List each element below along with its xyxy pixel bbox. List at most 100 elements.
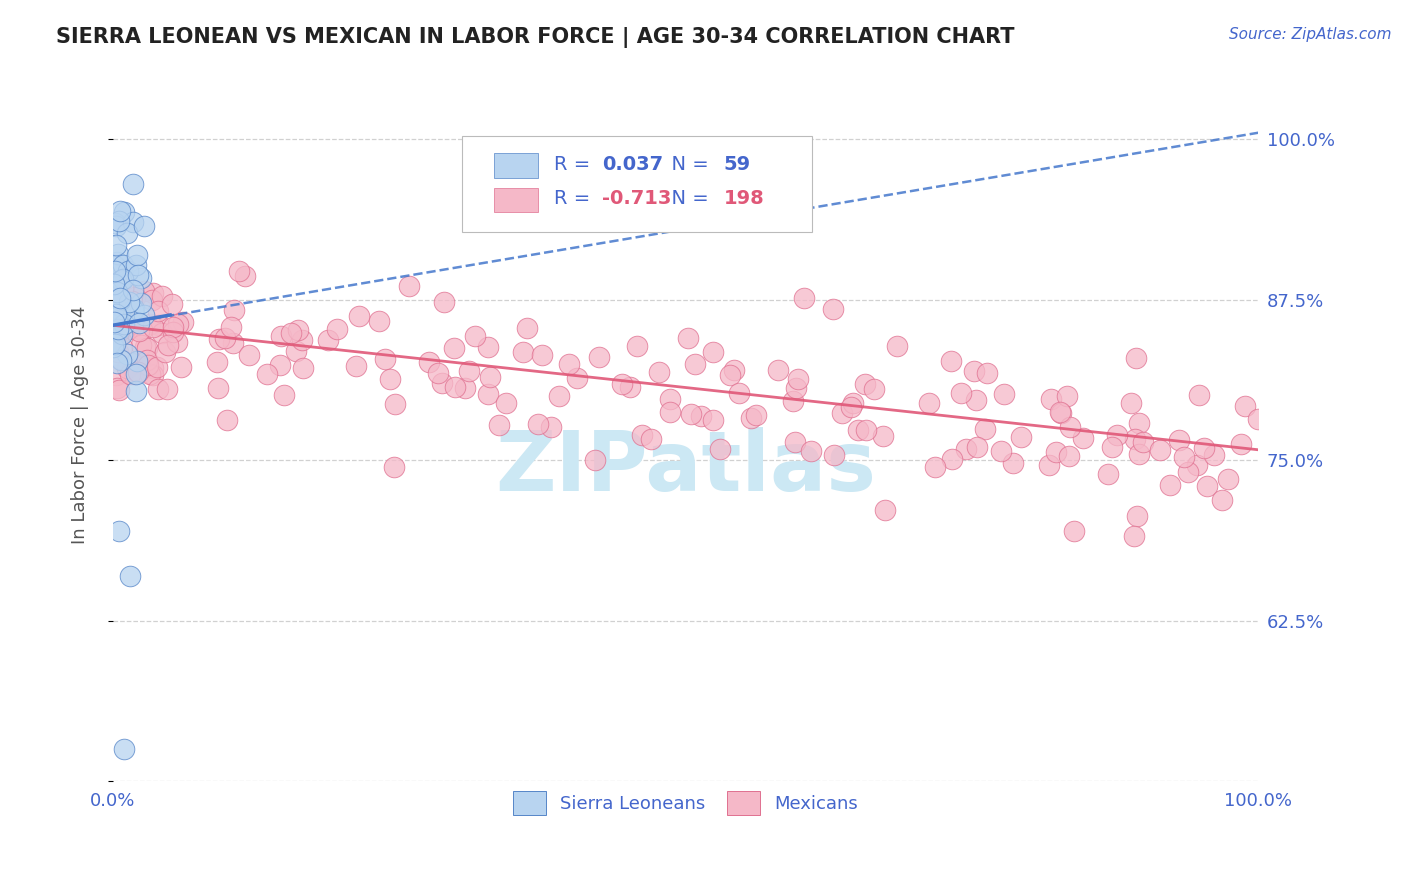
Point: [745, 409, 768, 423]
Point: [112, 317, 135, 331]
Point: [1057, 449, 1080, 463]
Point: [1038, 458, 1060, 473]
Point: [384, 397, 406, 411]
Point: [842, 396, 865, 410]
Point: [1125, 351, 1147, 365]
Point: [128, 324, 150, 338]
Point: [208, 332, 231, 346]
Text: N =: N =: [659, 155, 716, 174]
FancyBboxPatch shape: [495, 187, 538, 211]
Point: [853, 377, 876, 392]
Point: [104, 337, 127, 351]
Point: [108, 204, 131, 219]
Text: 198: 198: [724, 189, 765, 209]
Point: [269, 358, 291, 372]
Point: [124, 384, 146, 398]
Point: [238, 348, 260, 362]
Point: [222, 336, 245, 351]
Point: [785, 381, 807, 395]
Point: [718, 368, 741, 382]
Point: [800, 443, 823, 458]
Point: [433, 294, 456, 309]
Point: [418, 355, 440, 369]
Point: [588, 350, 610, 364]
Point: [640, 432, 662, 446]
Point: [111, 281, 134, 295]
Point: [117, 226, 139, 240]
Point: [454, 381, 477, 395]
Point: [477, 340, 499, 354]
Point: [112, 258, 135, 272]
Point: [723, 363, 745, 377]
Point: [839, 401, 862, 415]
Point: [1197, 479, 1219, 493]
Point: [136, 353, 159, 368]
Point: [124, 258, 146, 272]
Point: [702, 413, 724, 427]
Point: [1216, 472, 1239, 486]
Point: [110, 308, 132, 322]
Point: [105, 219, 128, 233]
Point: [110, 273, 132, 287]
Point: [1071, 431, 1094, 445]
Point: [565, 371, 588, 385]
Point: [104, 216, 127, 230]
Point: [107, 298, 129, 312]
Point: [740, 411, 762, 425]
Point: [108, 324, 131, 338]
Point: [785, 435, 807, 450]
Text: N =: N =: [659, 189, 716, 209]
Point: [173, 315, 195, 329]
Point: [1234, 399, 1257, 413]
Point: [558, 357, 581, 371]
Point: [1039, 392, 1062, 407]
Point: [207, 381, 229, 395]
Point: [122, 302, 145, 317]
Point: [1049, 405, 1071, 419]
Point: [107, 524, 129, 538]
Point: [134, 308, 156, 322]
Point: [107, 322, 129, 336]
Point: [121, 215, 143, 229]
Point: [631, 427, 654, 442]
Point: [129, 271, 152, 285]
Point: [993, 386, 1015, 401]
Point: [105, 310, 128, 325]
Point: [831, 406, 853, 420]
Point: [104, 263, 127, 277]
Point: [115, 346, 138, 360]
Point: [495, 396, 517, 410]
Point: [344, 359, 367, 373]
Point: [162, 319, 184, 334]
Point: [766, 363, 789, 377]
Point: [110, 303, 132, 318]
Point: [316, 334, 339, 348]
Point: [398, 279, 420, 293]
Point: [107, 344, 129, 359]
Point: [107, 323, 129, 337]
Point: [110, 353, 132, 368]
Point: [823, 448, 845, 462]
Point: [1177, 465, 1199, 479]
Point: [1101, 440, 1123, 454]
Point: [124, 290, 146, 304]
Point: [1097, 467, 1119, 481]
Point: [162, 326, 184, 340]
Point: [1126, 509, 1149, 524]
Point: [1010, 430, 1032, 444]
Point: [118, 367, 141, 381]
Point: [107, 326, 129, 341]
Point: [270, 328, 292, 343]
Point: [287, 323, 309, 337]
Text: R =: R =: [554, 155, 596, 174]
Point: [689, 409, 711, 423]
Point: [941, 452, 963, 467]
Point: [121, 293, 143, 308]
Point: [112, 205, 135, 219]
Point: [443, 341, 465, 355]
Point: [886, 339, 908, 353]
Point: [1246, 412, 1268, 426]
Legend: Sierra Leoneans, Mexicans: Sierra Leoneans, Mexicans: [502, 780, 869, 825]
Point: [107, 330, 129, 344]
Point: [1188, 388, 1211, 402]
